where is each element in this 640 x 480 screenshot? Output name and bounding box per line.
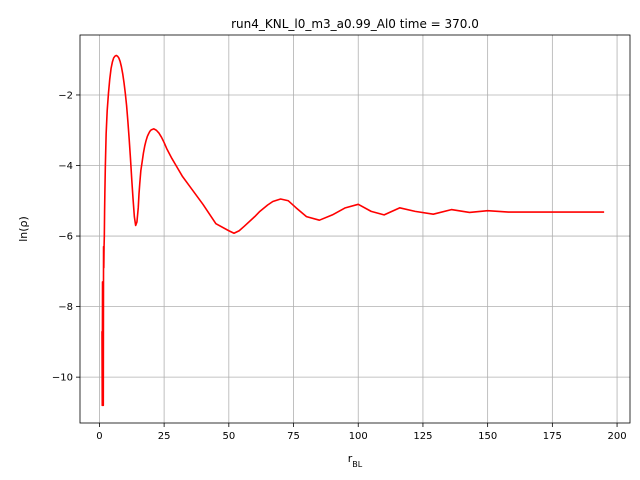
grid (80, 35, 630, 423)
y-tick-label: −4 (58, 161, 73, 172)
x-tick-label: 150 (478, 431, 497, 442)
x-axis-label: rBL (348, 452, 363, 469)
x-tick-label: 200 (608, 431, 627, 442)
y-axis-label: ln(ρ) (17, 216, 30, 242)
x-tick-label: 175 (543, 431, 562, 442)
y-tick-label: −6 (58, 232, 73, 243)
series-line (101, 54, 605, 407)
y-tick-label: −2 (58, 90, 73, 101)
x-tick-label: 125 (413, 431, 432, 442)
y-tick-label: −10 (52, 373, 73, 384)
series-layer (101, 54, 605, 407)
x-tick-label: 25 (158, 431, 171, 442)
x-tick-label: 50 (222, 431, 235, 442)
y-tick-label: −8 (58, 302, 73, 313)
x-ticks: 0 25 50 75 100 125 150 175 200 (96, 423, 627, 442)
x-tick-label: 0 (96, 431, 102, 442)
y-ticks: −10 −8 −6 −4 −2 (52, 90, 80, 384)
x-tick-label: 75 (287, 431, 300, 442)
chart-title: run4_KNL_l0_m3_a0.99_Al0 time = 370.0 (231, 17, 479, 31)
x-tick-label: 100 (349, 431, 368, 442)
plot-frame (79, 34, 631, 424)
